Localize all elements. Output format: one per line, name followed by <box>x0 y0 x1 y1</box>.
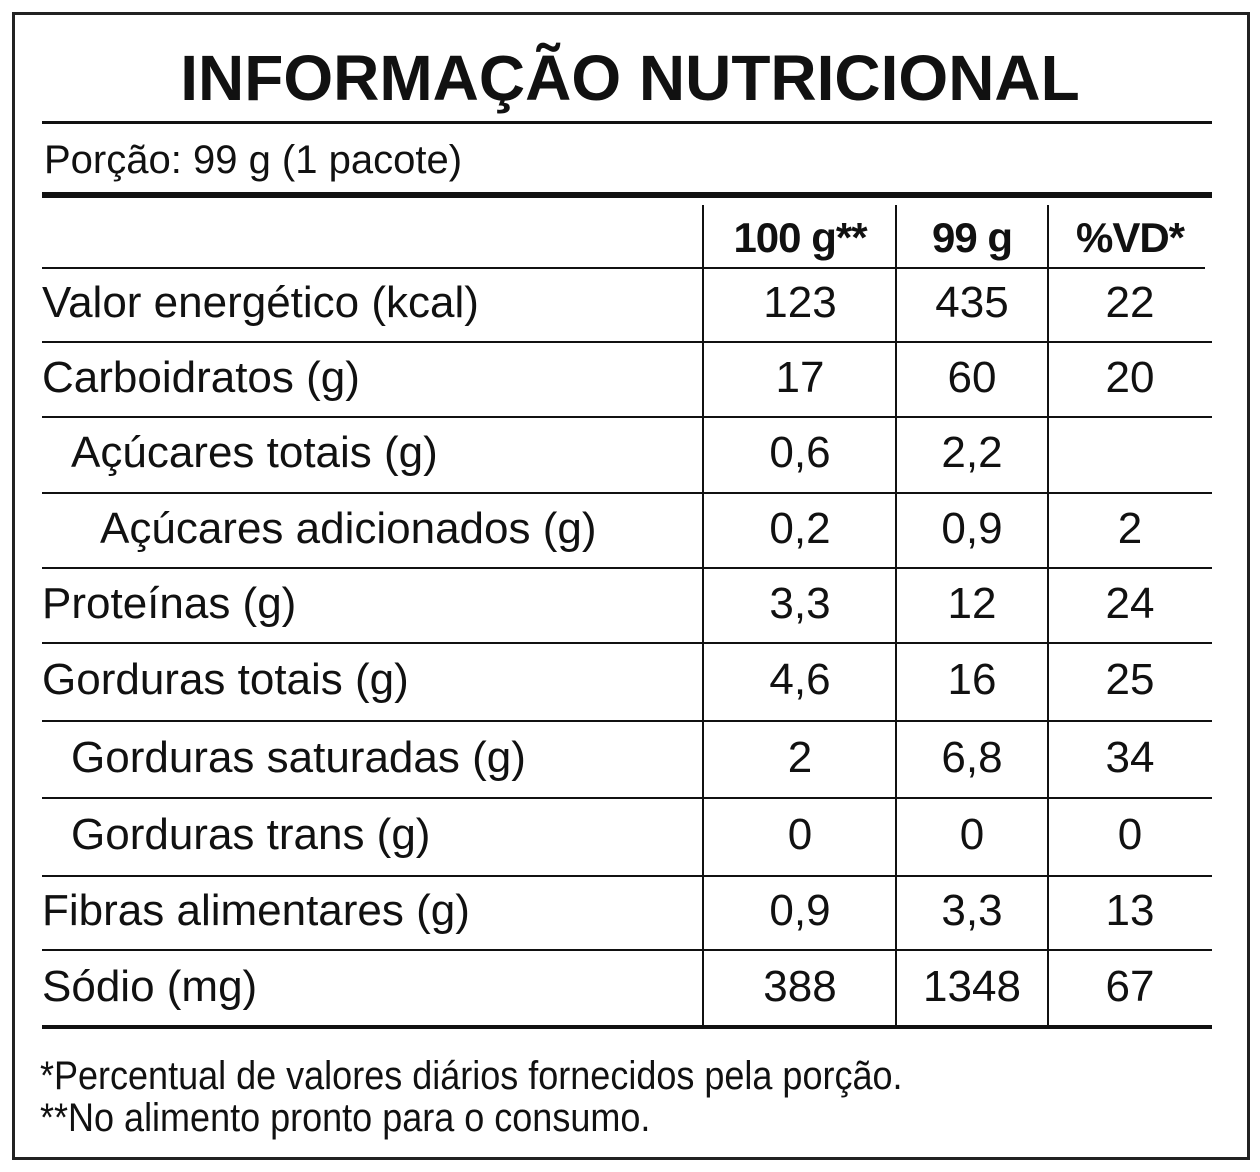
column-header: 99 g <box>931 214 1013 261</box>
cell-value: 0 <box>1117 810 1143 859</box>
cell-value: 388 <box>763 961 837 1011</box>
cell-value: 67 <box>1105 961 1155 1011</box>
cell-value: 2,2 <box>941 428 1003 477</box>
cell-value: 34 <box>1105 732 1155 782</box>
cell-value: 25 <box>1105 655 1155 704</box>
row-label: Fibras alimentares (g) <box>42 886 470 935</box>
rule <box>42 267 1205 269</box>
cell-value: 2 <box>1117 503 1143 553</box>
row-label: Gorduras trans (g) <box>71 810 431 859</box>
column-header: 100 g** <box>733 214 867 261</box>
row-label: Gorduras saturadas (g) <box>71 732 526 782</box>
rule <box>42 492 1212 494</box>
cell-value: 4,6 <box>769 655 831 704</box>
cell-value: 0,2 <box>769 503 831 553</box>
rule <box>42 567 1212 569</box>
column-rule <box>1047 205 1049 1027</box>
row-label: Carboidratos (g) <box>42 352 360 402</box>
cell-value: 0,9 <box>941 503 1003 553</box>
footnote: *Percentual de valores diários fornecido… <box>40 1054 903 1098</box>
portion: Porção: 99 g (1 pacote) <box>44 138 463 182</box>
row-label: Valor energético (kcal) <box>42 278 479 327</box>
column-header: %VD* <box>1075 214 1185 261</box>
cell-value: 0,9 <box>769 886 831 935</box>
cell-value: 123 <box>763 278 837 327</box>
rule <box>42 720 1212 722</box>
cell-value: 13 <box>1105 886 1155 935</box>
rule <box>42 949 1212 951</box>
cell-value: 3,3 <box>769 578 831 628</box>
row-label: Açúcares adicionados (g) <box>100 503 597 553</box>
cell-value: 22 <box>1105 278 1155 327</box>
cell-value: 16 <box>947 655 997 704</box>
rule <box>42 642 1212 644</box>
row-label: Proteínas (g) <box>42 578 297 628</box>
rule <box>42 341 1212 343</box>
rule <box>42 192 1212 198</box>
column-rule <box>702 205 704 1027</box>
row-label: Sódio (mg) <box>42 961 258 1011</box>
cell-value: 24 <box>1105 578 1155 628</box>
cell-value: 6,8 <box>941 732 1003 782</box>
border <box>12 12 1250 1160</box>
cell-value: 17 <box>775 352 825 402</box>
rule <box>42 416 1212 418</box>
column-rule <box>895 205 897 1027</box>
cell-value: 0 <box>959 810 985 859</box>
rule <box>42 875 1212 877</box>
title: INFORMAÇÃO NUTRICIONAL <box>180 42 1080 114</box>
cell-value: 2 <box>787 732 813 782</box>
cell-value: 0,6 <box>769 428 831 477</box>
footnote: **No alimento pronto para o consumo. <box>40 1096 651 1140</box>
cell-value: 60 <box>947 352 997 402</box>
cell-value: 3,3 <box>941 886 1003 935</box>
row-label: Gorduras totais (g) <box>42 655 409 704</box>
cell-value: 12 <box>947 578 997 628</box>
cell-value: 20 <box>1105 352 1155 402</box>
cell-value: 1348 <box>923 961 1021 1011</box>
rule <box>42 797 1212 799</box>
rule <box>42 121 1212 124</box>
cell-value: 435 <box>935 278 1009 327</box>
cell-value: 0 <box>787 810 813 859</box>
rule <box>42 1025 1212 1029</box>
row-label: Açúcares totais (g) <box>71 428 438 477</box>
